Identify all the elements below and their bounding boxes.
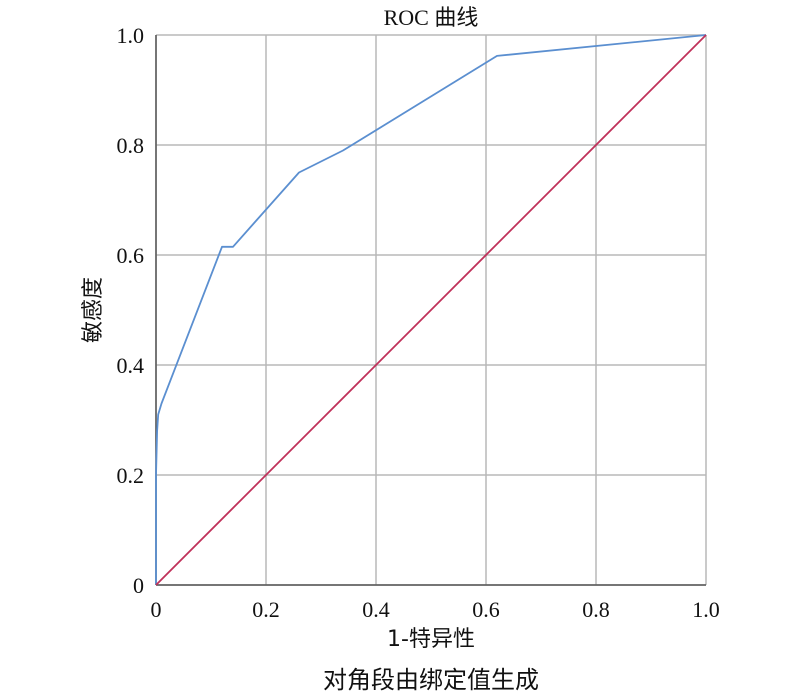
roc-curve-line [155,34,707,585]
x-tick-label: 1.0 [692,597,720,622]
x-axis-label: 1-特异性 [387,627,475,652]
chart-caption: 对角段由绑定值生成 [323,666,539,694]
x-tick-label: 0 [151,597,162,622]
y-tick-label: 1.0 [117,23,145,48]
y-tick-label: 0.6 [117,243,145,268]
x-tick-label: 0.4 [362,597,390,622]
y-axis-label: 敏感度 [81,277,106,343]
y-tick-label: 0.2 [117,463,145,488]
x-tick-label: 0.8 [582,597,610,622]
x-tick-label: 0.6 [472,597,500,622]
series-lines [155,34,707,586]
y-tick-label: 0.4 [117,353,145,378]
y-tick-label: 0.8 [117,133,145,158]
tick-labels: 0 0.2 0.4 0.6 0.8 1.0 0 0.2 0.4 0.6 0.8 1.0 [117,23,720,622]
reference-diagonal-line [155,34,707,586]
chart-title: ROC 曲线 [384,5,479,30]
x-tick-label: 0.2 [252,597,280,622]
y-tick-label: 0 [133,573,144,598]
grid-lines [155,34,707,586]
